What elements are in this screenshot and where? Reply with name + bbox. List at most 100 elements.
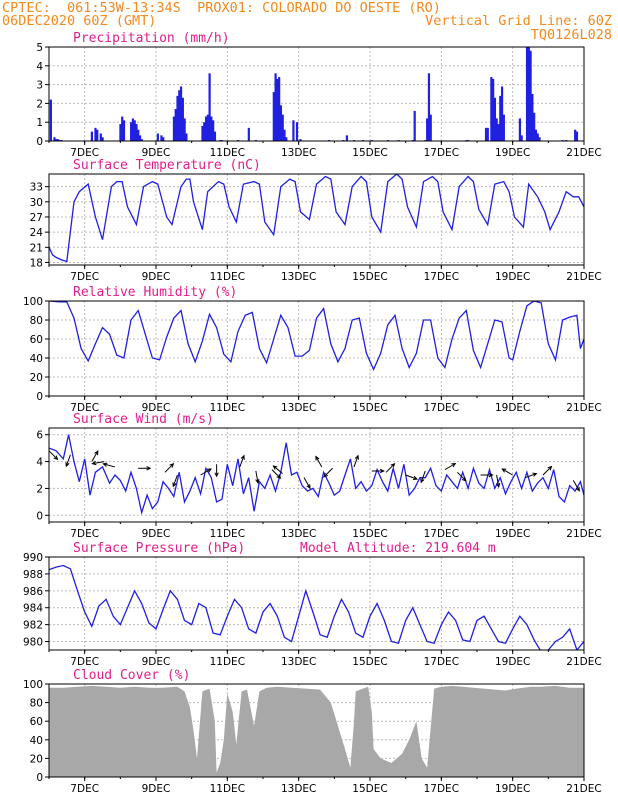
x-tick-label: 19DEC	[495, 783, 530, 795]
precip-bar	[285, 137, 288, 141]
x-tick-label: 19DEC	[495, 271, 530, 283]
x-tick-label: 11DEC	[210, 147, 245, 159]
precip-bar	[429, 114, 432, 141]
wind-arrow-head	[53, 455, 59, 461]
y-tick-label: 1	[36, 117, 43, 129]
wind-arrow-shaft	[255, 470, 259, 483]
x-tick-label: 19DEC	[495, 147, 530, 159]
y-tick-label: 990	[23, 552, 43, 564]
x-tick-label: 9DEC	[142, 656, 171, 668]
precip-bar	[185, 133, 188, 141]
precip-bar	[486, 127, 489, 141]
precip-bar	[96, 129, 99, 141]
wind-arrow	[524, 472, 538, 479]
wind-arrow	[48, 450, 59, 461]
wind-arrow	[457, 471, 467, 482]
wind-arrow	[405, 474, 419, 481]
y-tick-label: 60	[30, 716, 43, 728]
y-tick-label: 40	[30, 735, 43, 747]
x-tick-label: 9DEC	[142, 271, 171, 283]
y-tick-label: 3	[36, 80, 43, 92]
precip-bar	[495, 118, 498, 141]
wind-arrow-head	[206, 468, 212, 473]
y-tick-label: 4	[36, 457, 43, 469]
x-tick-label: 17DEC	[424, 147, 459, 159]
wind-arrow-shaft	[496, 474, 500, 487]
precip-bar	[201, 125, 204, 141]
wind-arrow	[572, 480, 580, 492]
x-tick-label: 9DEC	[142, 783, 171, 795]
precip-bar	[492, 78, 495, 141]
precip-bar	[247, 127, 250, 141]
wind-arrow-head	[451, 463, 457, 468]
precip-bar	[174, 109, 177, 141]
wind-arrow-shaft	[542, 466, 552, 476]
wind-arrow-shaft	[92, 461, 105, 465]
wind-arrow-shaft	[48, 450, 58, 460]
wind-arrow	[102, 462, 116, 468]
run-date: 06DEC2020 60Z (GMT)	[2, 13, 157, 29]
y-tick-label: 0	[36, 391, 43, 403]
y-tick-label: 60	[30, 334, 43, 346]
temp-frame	[48, 173, 585, 266]
precip-bar	[529, 50, 532, 142]
x-tick-label: 15DEC	[352, 528, 387, 540]
x-tick-label: 11DEC	[210, 271, 245, 283]
precip-bar	[49, 99, 52, 141]
wind-arrow-head	[65, 462, 70, 468]
precip-bar	[156, 133, 159, 141]
wind-arrow-head	[420, 478, 425, 484]
wind-arrow	[239, 454, 245, 468]
y-tick-label: 984	[23, 603, 43, 615]
y-tick-label: 0	[36, 510, 43, 522]
x-tick-label: 21DEC	[566, 147, 601, 159]
precip-bar	[274, 73, 277, 141]
wind-arrow-head	[91, 460, 97, 466]
x-tick-label: 21DEC	[566, 783, 601, 795]
wind-arrow	[164, 463, 175, 473]
wind-arrow-head	[240, 454, 245, 460]
precip-bar	[533, 112, 536, 141]
precip-bar	[299, 139, 302, 141]
x-tick-label: 7DEC	[70, 402, 99, 414]
precip-bar	[210, 116, 213, 141]
wind-arrow-head	[214, 472, 219, 478]
temp-title: Surface Temperature (nC)	[73, 158, 261, 173]
rh-title: Relative Humidity (%)	[73, 285, 237, 300]
wind-arrow	[353, 454, 359, 468]
precip-bar	[138, 135, 142, 141]
wind-arrow-shaft	[164, 463, 174, 473]
wind-arrow-head	[575, 486, 580, 492]
x-tick-label: 13DEC	[281, 783, 316, 795]
x-tick-label: 19DEC	[495, 402, 530, 414]
precip-bar	[295, 122, 299, 141]
wind-arrow-head	[169, 463, 175, 468]
wind-arrow	[271, 469, 282, 479]
precip-bar	[53, 137, 56, 141]
x-tick-label: 9DEC	[142, 528, 171, 540]
wind-arrow	[255, 470, 260, 484]
x-tick-label: 15DEC	[352, 147, 387, 159]
pres-series-line	[49, 564, 584, 650]
y-tick-label: 33	[30, 182, 43, 194]
x-tick-label: 15DEC	[352, 656, 387, 668]
x-tick-label: 17DEC	[424, 528, 459, 540]
wind-arrow-shaft	[405, 474, 418, 480]
rh-frame	[48, 300, 585, 397]
precip-bar	[206, 114, 209, 141]
wind-arrow-shaft	[271, 469, 281, 479]
grid-line-note: Vertical Grid Line: 60Z	[425, 13, 612, 29]
x-tick-label: 7DEC	[70, 783, 99, 795]
precip-bar	[213, 131, 217, 141]
wind-arrow-shaft	[315, 456, 323, 468]
precip-bar	[276, 78, 279, 141]
precip-bar	[204, 116, 208, 141]
wind-arrow-shaft	[572, 480, 580, 492]
x-tick-label: 7DEC	[70, 271, 99, 283]
precip-bar	[101, 137, 104, 141]
wind-arrow	[303, 477, 311, 490]
precip-bar	[55, 139, 58, 141]
y-tick-label: 24	[30, 227, 44, 239]
precip-bar	[538, 137, 541, 141]
wind-frame	[48, 427, 585, 523]
